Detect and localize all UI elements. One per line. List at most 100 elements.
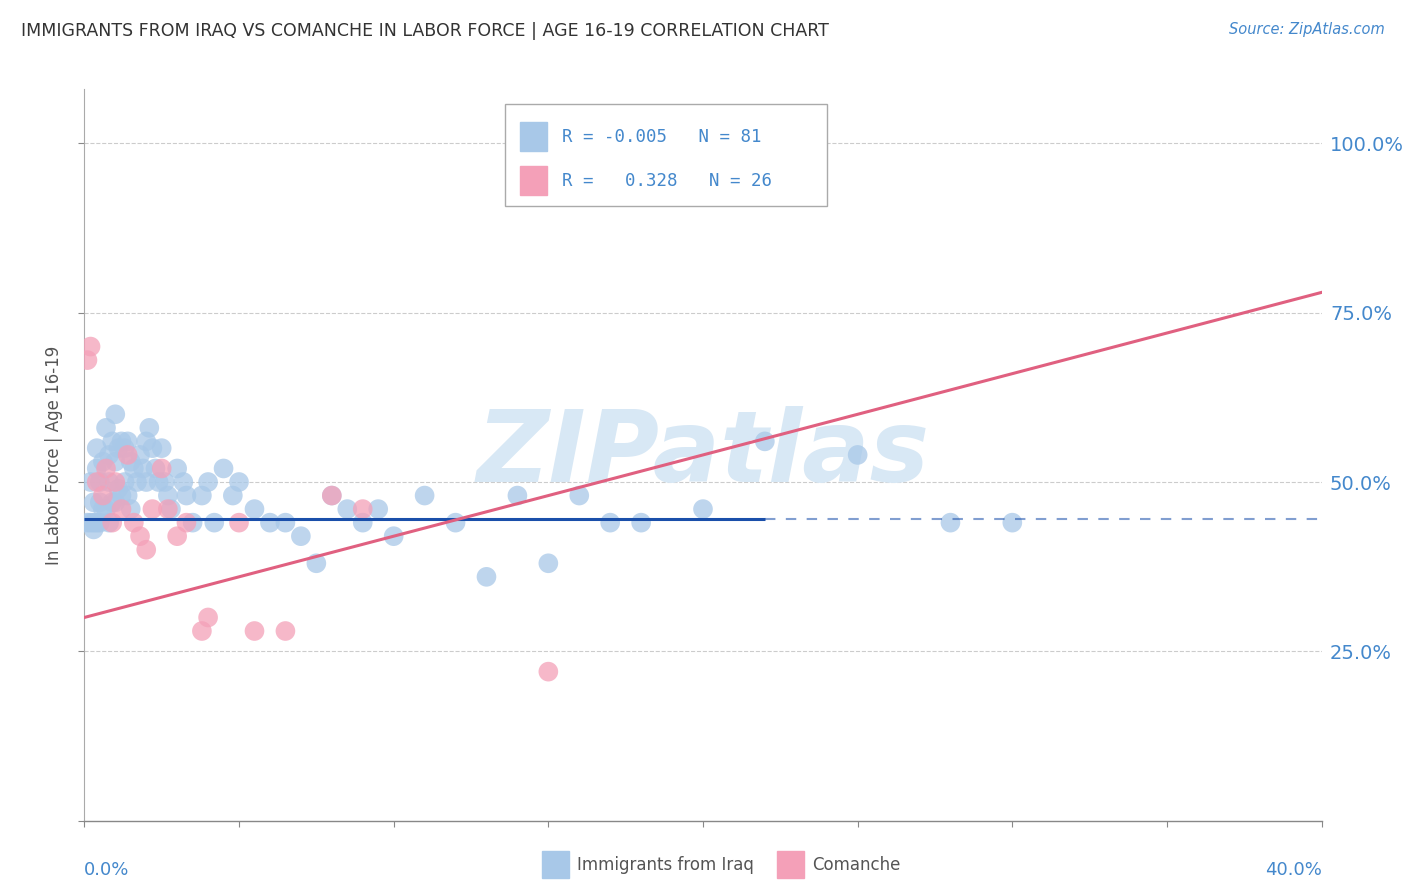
Point xyxy=(1001,516,1024,530)
Point xyxy=(228,516,250,530)
Point xyxy=(259,516,281,530)
Text: IMMIGRANTS FROM IRAQ VS COMANCHE IN LABOR FORCE | AGE 16-19 CORRELATION CHART: IMMIGRANTS FROM IRAQ VS COMANCHE IN LABO… xyxy=(21,22,830,40)
Point xyxy=(290,529,312,543)
Text: Immigrants from Iraq: Immigrants from Iraq xyxy=(576,855,754,873)
Point xyxy=(243,502,266,516)
Point xyxy=(132,461,155,475)
Point xyxy=(101,516,124,530)
Point xyxy=(104,407,127,421)
Point xyxy=(120,502,142,516)
Point xyxy=(122,461,145,475)
Point xyxy=(135,542,157,557)
Point xyxy=(202,516,225,530)
Bar xyxy=(778,851,804,878)
Point xyxy=(197,475,219,489)
Point xyxy=(191,624,214,638)
Point xyxy=(172,475,194,489)
Point xyxy=(117,448,139,462)
Point xyxy=(160,502,183,516)
Point xyxy=(110,502,132,516)
Point xyxy=(166,529,188,543)
Point xyxy=(537,556,560,570)
Point xyxy=(444,516,467,530)
Point xyxy=(76,353,98,368)
Point xyxy=(79,516,101,530)
Point xyxy=(153,475,176,489)
Point xyxy=(110,489,132,503)
Point xyxy=(79,340,101,354)
Point xyxy=(107,441,129,455)
Bar xyxy=(520,122,547,152)
Point xyxy=(148,475,170,489)
Point xyxy=(475,570,498,584)
Point xyxy=(141,502,163,516)
Point xyxy=(191,489,214,503)
Point xyxy=(101,434,124,449)
Text: 0.0%: 0.0% xyxy=(84,861,129,879)
Point xyxy=(135,475,157,489)
Point xyxy=(156,489,179,503)
Point xyxy=(145,461,167,475)
Point xyxy=(98,448,121,462)
Point xyxy=(107,482,129,496)
Point xyxy=(537,665,560,679)
Point xyxy=(228,475,250,489)
Point xyxy=(122,516,145,530)
Point xyxy=(506,489,529,503)
Point xyxy=(104,455,127,469)
Point xyxy=(86,461,108,475)
Point xyxy=(382,529,405,543)
Point xyxy=(243,624,266,638)
Point xyxy=(98,475,121,489)
Point xyxy=(91,455,114,469)
Point xyxy=(181,516,204,530)
Point xyxy=(117,434,139,449)
Point xyxy=(156,502,179,516)
Point xyxy=(117,489,139,503)
Point xyxy=(274,624,297,638)
Point xyxy=(176,489,198,503)
Point xyxy=(83,495,105,509)
Point xyxy=(939,516,962,530)
Point xyxy=(86,475,108,489)
Point xyxy=(104,475,127,489)
Point xyxy=(274,516,297,530)
Point xyxy=(120,455,142,469)
Point xyxy=(114,441,136,455)
Point xyxy=(94,461,117,475)
Point xyxy=(91,489,114,503)
Point xyxy=(89,475,111,489)
Point xyxy=(166,461,188,475)
Point xyxy=(110,434,132,449)
Point xyxy=(599,516,621,530)
Text: ZIPatlas: ZIPatlas xyxy=(477,407,929,503)
Point xyxy=(692,502,714,516)
Point xyxy=(125,475,148,489)
Point xyxy=(212,461,235,475)
Point xyxy=(367,502,389,516)
Point xyxy=(135,434,157,449)
Point xyxy=(86,441,108,455)
Point xyxy=(846,448,869,462)
Point xyxy=(101,495,124,509)
Point xyxy=(150,461,173,475)
Bar xyxy=(543,851,569,878)
Point xyxy=(94,421,117,435)
Point xyxy=(413,489,436,503)
Point xyxy=(98,516,121,530)
Point xyxy=(104,495,127,509)
Text: Source: ZipAtlas.com: Source: ZipAtlas.com xyxy=(1229,22,1385,37)
Point xyxy=(89,516,111,530)
Point xyxy=(129,529,152,543)
Point xyxy=(754,434,776,449)
FancyBboxPatch shape xyxy=(505,103,827,206)
Point xyxy=(568,489,591,503)
Point xyxy=(89,495,111,509)
Point xyxy=(94,502,117,516)
Point xyxy=(321,489,343,503)
Point xyxy=(86,516,108,530)
Text: 40.0%: 40.0% xyxy=(1265,861,1322,879)
Point xyxy=(141,441,163,455)
Point xyxy=(150,441,173,455)
Point xyxy=(176,516,198,530)
